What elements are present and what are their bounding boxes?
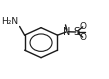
Text: H₂N: H₂N bbox=[2, 17, 19, 26]
Text: N: N bbox=[63, 27, 71, 37]
Text: O: O bbox=[80, 33, 87, 42]
Text: S: S bbox=[74, 27, 80, 37]
Text: O: O bbox=[80, 22, 87, 31]
